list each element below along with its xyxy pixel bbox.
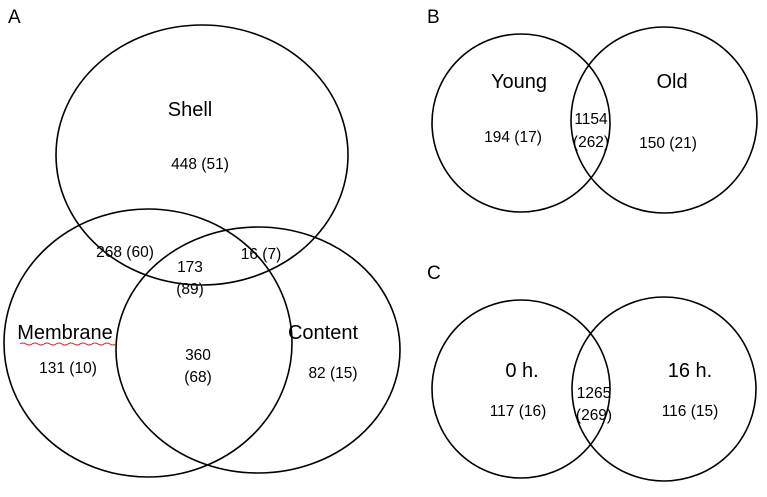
sixteen-hour-label: 16 h. <box>668 360 712 382</box>
shell-membrane-count: 268 (60) <box>96 244 154 261</box>
old-only-count: 150 (21) <box>639 135 697 152</box>
membrane-label: Membrane <box>17 322 113 344</box>
content-label: Content <box>288 322 358 344</box>
membrane-content-count-parenthetical: (68) <box>184 369 212 386</box>
membrane-circle <box>3 208 293 478</box>
young-only-count: 194 (17) <box>484 129 542 146</box>
young-old-overlap-count: 1154 <box>574 111 608 128</box>
young-old-overlap-parenthetical: (262) <box>573 134 609 151</box>
zero-hour-circle <box>431 299 611 479</box>
shell-circle <box>55 24 349 286</box>
panel-c: C 0 h. 16 h. 117 (16) 1265 (269) 116 (15… <box>427 263 757 482</box>
old-label: Old <box>656 71 687 93</box>
sixteen-hour-only-count: 116 (15) <box>662 403 719 420</box>
young-label: Young <box>491 71 547 93</box>
all-three-count: 173 <box>177 259 203 276</box>
all-three-count-parenthetical: (89) <box>176 281 204 298</box>
panel-a-letter: A <box>8 7 21 28</box>
zero-sixteen-overlap-parenthetical: (269) <box>576 407 612 424</box>
membrane-content-count: 360 <box>185 347 211 364</box>
zero-hour-label: 0 h. <box>505 360 538 382</box>
panel-c-letter: C <box>427 263 441 284</box>
shell-only-count: 448 (51) <box>171 156 229 173</box>
content-only-count: 82 (15) <box>308 365 357 382</box>
old-circle <box>570 26 758 214</box>
zero-hour-only-count: 117 (16) <box>490 403 547 420</box>
zero-sixteen-overlap-count: 1265 <box>577 385 611 402</box>
young-circle <box>431 33 611 213</box>
panel-a: A Shell Membrane Content 448 (51) 268 (6… <box>3 7 401 478</box>
panel-b: B Young Old 194 (17) 1154 (262) 150 (21) <box>427 7 758 214</box>
membrane-only-count: 131 (10) <box>39 360 97 377</box>
shell-label: Shell <box>168 99 212 121</box>
content-circle <box>115 226 401 474</box>
sixteen-hour-circle <box>571 296 757 482</box>
membrane-spellcheck-underline <box>19 342 117 346</box>
panel-b-letter: B <box>427 7 440 28</box>
shell-content-count: 16 (7) <box>241 246 282 263</box>
